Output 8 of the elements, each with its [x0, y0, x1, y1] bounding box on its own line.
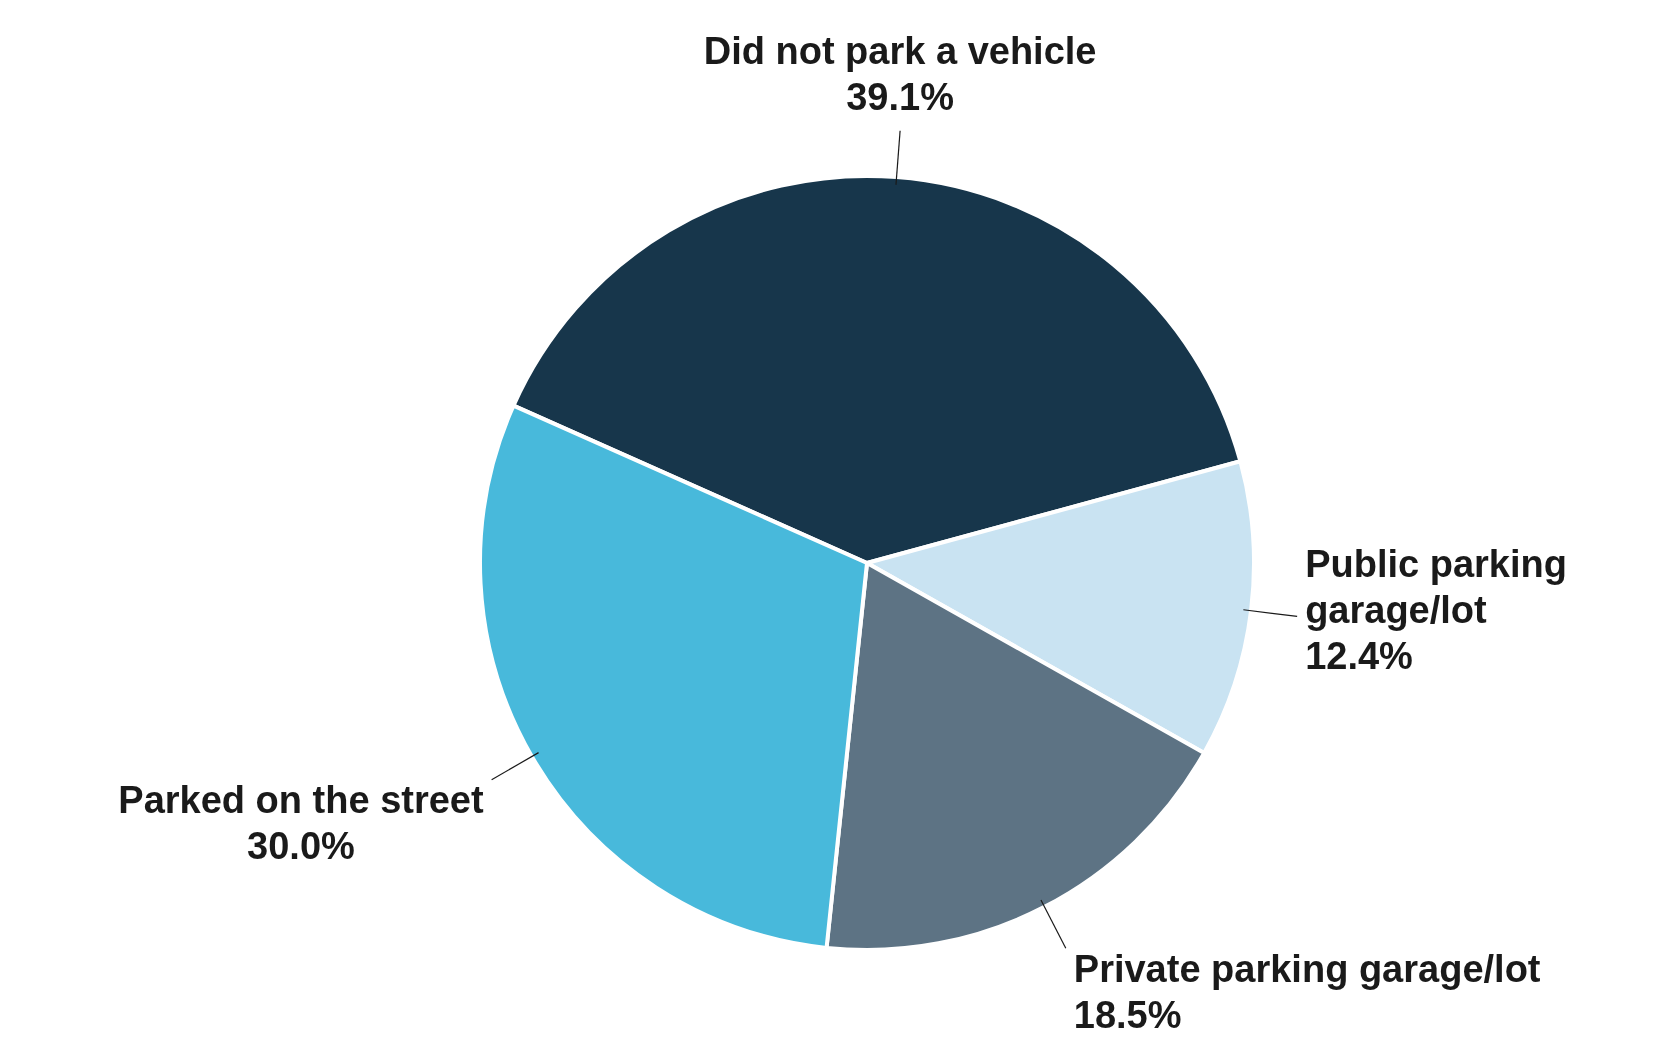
- data-label: 30.0%: [247, 825, 355, 868]
- slice-label: Parked on the street: [118, 779, 484, 822]
- slice-label: Private parking garage/lot: [1073, 947, 1541, 990]
- slice-label: Did not park a vehicle: [703, 30, 1097, 73]
- slice-label: Public parking garage/lot: [1305, 542, 1567, 631]
- data-label: 39.1%: [846, 76, 954, 119]
- data-label: 12.4%: [1305, 634, 1413, 677]
- data-label: 18.5%: [1073, 993, 1182, 1036]
